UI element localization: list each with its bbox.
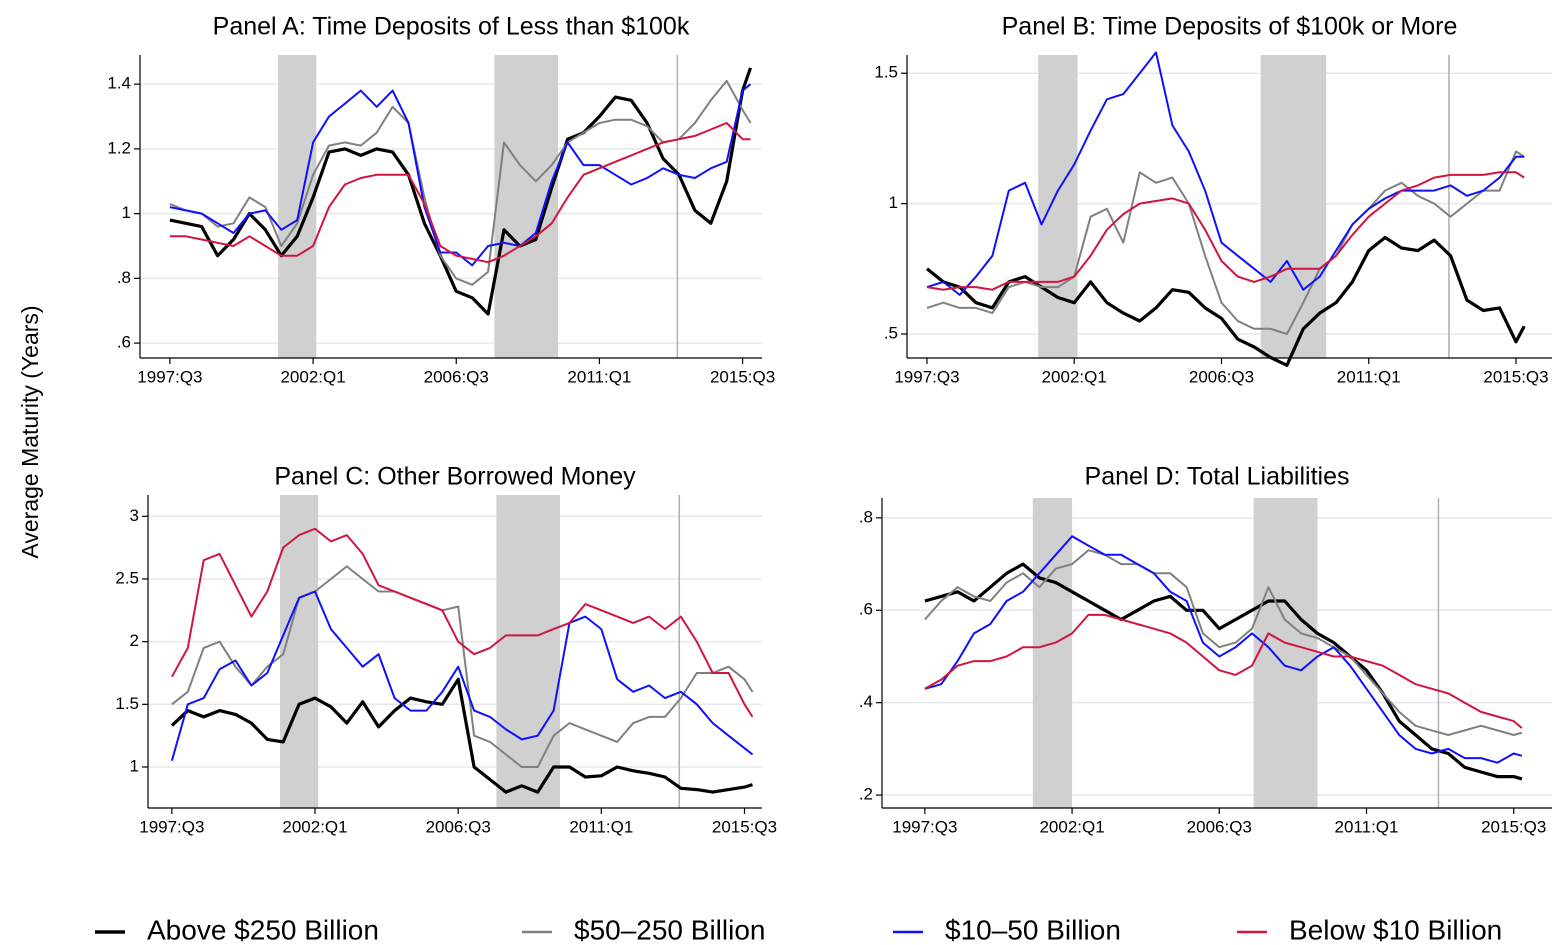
series-line xyxy=(926,171,1525,291)
panel-title: Panel A: Time Deposits of Less than $100… xyxy=(213,13,690,41)
panel-title: Panel D: Total Liabilities xyxy=(1085,463,1350,491)
y-tick-label: 1 xyxy=(889,193,898,212)
legend-label: $50–250 Billion xyxy=(574,914,766,945)
y-tick-label: 1.5 xyxy=(874,63,898,82)
legend-label: $10–50 Billion xyxy=(945,914,1121,945)
y-tick-label: 2 xyxy=(130,631,139,650)
y-tick-label: .6 xyxy=(859,600,873,619)
x-tick-label: 2011:Q1 xyxy=(1337,367,1401,386)
y-tick-label: .8 xyxy=(117,268,131,287)
y-tick-label: .5 xyxy=(884,323,898,342)
legend-label: Above $250 Billion xyxy=(147,914,379,945)
x-tick-label: 1997:Q3 xyxy=(892,817,957,836)
y-tick-label: 1.5 xyxy=(115,694,139,713)
y-tick-label: .6 xyxy=(117,333,131,352)
series-line xyxy=(924,549,1523,736)
series-line xyxy=(925,235,1526,367)
x-tick-label: 2006:Q3 xyxy=(424,367,489,386)
series-line xyxy=(926,51,1525,296)
y-tick-label: 1.2 xyxy=(107,138,131,157)
series-line xyxy=(924,562,1523,781)
series-line xyxy=(169,67,753,316)
x-tick-label: 2002:Q1 xyxy=(280,367,345,386)
series-line xyxy=(924,535,1523,764)
y-tick-label: 1.4 xyxy=(107,74,131,93)
x-tick-label: 2015:Q3 xyxy=(710,367,775,386)
y-tick-label: 3 xyxy=(130,506,139,525)
x-tick-label: 2011:Q1 xyxy=(567,367,631,386)
y-tick-label: 2.5 xyxy=(115,568,139,587)
series-line xyxy=(169,122,751,264)
y-tick-label: 1 xyxy=(122,203,131,222)
legend-label: Below $10 Billion xyxy=(1289,914,1502,945)
x-tick-label: 2006:Q3 xyxy=(1189,367,1254,386)
y-tick-label: .4 xyxy=(859,692,873,711)
shaded-range xyxy=(1038,55,1078,358)
x-tick-label: 2011:Q1 xyxy=(1335,817,1399,836)
shaded-range xyxy=(280,495,319,808)
panel-title: Panel B: Time Deposits of $100k or More xyxy=(1002,13,1458,41)
shaded-range xyxy=(496,495,560,808)
x-tick-label: 2015:Q3 xyxy=(712,817,777,836)
series-line xyxy=(170,677,753,794)
x-tick-label: 2002:Q1 xyxy=(282,817,347,836)
panel-title: Panel C: Other Borrowed Money xyxy=(274,463,636,491)
y-tick-label: .8 xyxy=(859,507,873,526)
shaded-range xyxy=(1260,55,1327,358)
shaded-range xyxy=(494,55,559,358)
x-tick-label: 1997:Q3 xyxy=(139,817,204,836)
shaded-range xyxy=(1253,498,1318,808)
shaded-range xyxy=(1032,498,1073,808)
x-tick-label: 2002:Q1 xyxy=(1039,817,1104,836)
x-tick-label: 2015:Q3 xyxy=(1481,817,1546,836)
y-axis-label: Average Maturity (Years) xyxy=(17,305,43,558)
x-tick-label: 1997:Q3 xyxy=(894,367,959,386)
x-tick-label: 2002:Q1 xyxy=(1042,367,1107,386)
y-tick-label: 1 xyxy=(130,756,139,775)
x-tick-label: 2006:Q3 xyxy=(1187,817,1252,836)
x-tick-label: 2006:Q3 xyxy=(426,817,491,836)
series-line xyxy=(171,527,754,718)
y-tick-label: .2 xyxy=(859,785,873,804)
x-tick-label: 2011:Q1 xyxy=(569,817,633,836)
series-line xyxy=(169,83,752,267)
series-line xyxy=(924,613,1523,729)
series-line xyxy=(170,590,754,761)
x-tick-label: 1997:Q3 xyxy=(137,367,202,386)
x-tick-label: 2015:Q3 xyxy=(1483,367,1548,386)
